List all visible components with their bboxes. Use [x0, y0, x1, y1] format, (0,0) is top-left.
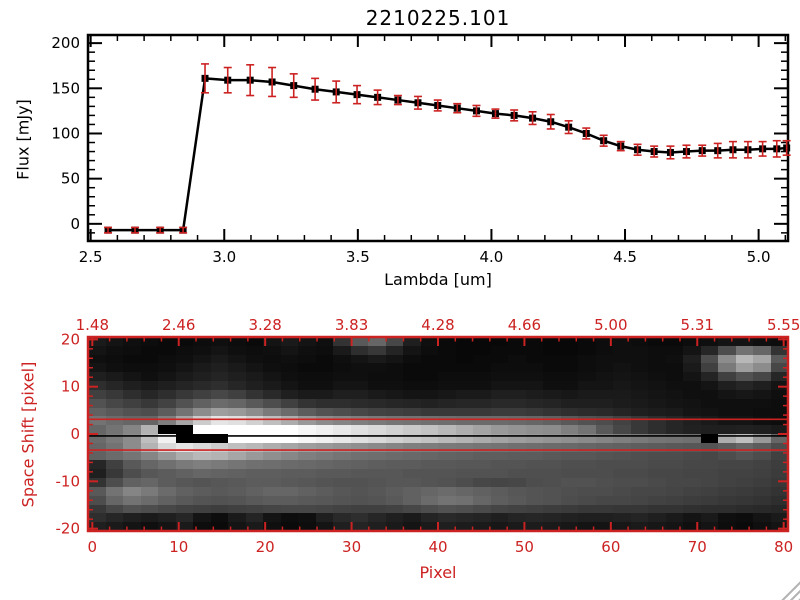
image-x-tick-label: 70	[688, 538, 707, 556]
data-point-marker	[565, 123, 573, 131]
y-tick-label: 150	[51, 79, 80, 97]
data-point-marker	[434, 101, 442, 109]
data-point-marker	[744, 146, 752, 154]
y-tick-label: 50	[61, 170, 80, 188]
data-point-marker	[104, 226, 112, 234]
data-point-marker	[246, 76, 254, 84]
wavelength-top-tick-label: 4.28	[421, 316, 454, 334]
x-tick-label: 3.0	[212, 248, 236, 266]
data-point-marker	[634, 146, 642, 154]
image-x-tick-label: 0	[88, 538, 98, 556]
wavelength-top-tick-label: 1.48	[76, 316, 109, 334]
flux-axis-label: Flux [mJy]	[13, 99, 33, 180]
data-point-marker	[394, 96, 402, 104]
data-point-marker	[698, 147, 706, 155]
data-point-marker	[311, 85, 319, 93]
data-point-marker	[783, 144, 791, 152]
data-point-marker	[374, 93, 382, 101]
pixel-axis-label: Pixel	[419, 563, 457, 582]
data-point-marker	[547, 118, 555, 126]
data-point-marker	[582, 129, 590, 137]
y-tick-label: 0	[70, 215, 80, 233]
data-point-marker	[729, 146, 737, 154]
data-point-marker	[290, 82, 298, 90]
data-point-marker	[179, 226, 187, 234]
image-x-tick-label: 80	[774, 538, 793, 556]
wavelength-top-tick-label: 3.83	[335, 316, 368, 334]
data-point-marker	[529, 114, 537, 122]
data-point-marker	[353, 91, 361, 99]
spectrum-line	[108, 77, 787, 232]
x-tick-label: 4.0	[480, 248, 504, 266]
data-point-marker	[268, 78, 276, 86]
image-x-tick-label: 30	[342, 538, 361, 556]
data-point-marker	[472, 107, 480, 115]
data-point-marker	[773, 145, 781, 153]
image-y-tick-label: -10	[56, 472, 81, 490]
image-x-tick-label: 20	[256, 538, 275, 556]
data-point-marker	[650, 148, 658, 156]
image-x-tick-label: 60	[601, 538, 620, 556]
wavelength-top-tick-label: 5.00	[594, 316, 627, 334]
data-point-marker	[617, 142, 625, 150]
y-tick-label: 200	[51, 34, 80, 52]
wavelength-top-tick-label: 5.31	[681, 316, 714, 334]
wavelength-top-tick-label: 4.66	[508, 316, 541, 334]
lambda-axis-label: Lambda [um]	[384, 270, 492, 289]
wavelength-top-tick-label: 3.28	[248, 316, 281, 334]
data-point-marker	[510, 111, 518, 119]
x-tick-label: 3.5	[346, 248, 370, 266]
data-point-marker	[759, 145, 767, 153]
spectral-image-canvas[interactable]	[88, 337, 788, 531]
spectrum-plot-frame	[86, 33, 790, 243]
y-tick-label: 100	[51, 124, 80, 142]
data-point-marker	[682, 148, 690, 156]
data-point-marker	[600, 137, 608, 145]
x-tick-label: 2.5	[79, 248, 103, 266]
wavelength-top-tick-label: 2.46	[162, 316, 195, 334]
image-y-tick-label: -20	[56, 520, 81, 538]
data-point-marker	[666, 148, 674, 156]
data-point-marker	[156, 226, 164, 234]
image-x-tick-label: 50	[515, 538, 534, 556]
data-point-marker	[224, 76, 232, 84]
data-point-marker	[332, 88, 340, 96]
data-point-marker	[131, 226, 139, 234]
data-point-marker	[453, 104, 461, 112]
data-point-marker	[714, 147, 722, 155]
image-y-tick-label: 20	[61, 330, 80, 348]
image-x-tick-label: 10	[169, 538, 188, 556]
space-shift-axis-label: Space Shift [pixel]	[18, 361, 38, 508]
x-tick-label: 5.0	[747, 248, 771, 266]
page-title: 2210225.101	[365, 6, 511, 30]
wavelength-top-tick-label: 5.55	[767, 316, 800, 334]
data-point-marker	[201, 74, 209, 82]
x-tick-label: 4.5	[613, 248, 637, 266]
data-point-marker	[491, 110, 499, 118]
image-y-tick-label: 10	[61, 378, 80, 396]
image-y-tick-label: 0	[70, 425, 80, 443]
image-x-tick-label: 40	[428, 538, 447, 556]
data-point-marker	[414, 99, 422, 107]
